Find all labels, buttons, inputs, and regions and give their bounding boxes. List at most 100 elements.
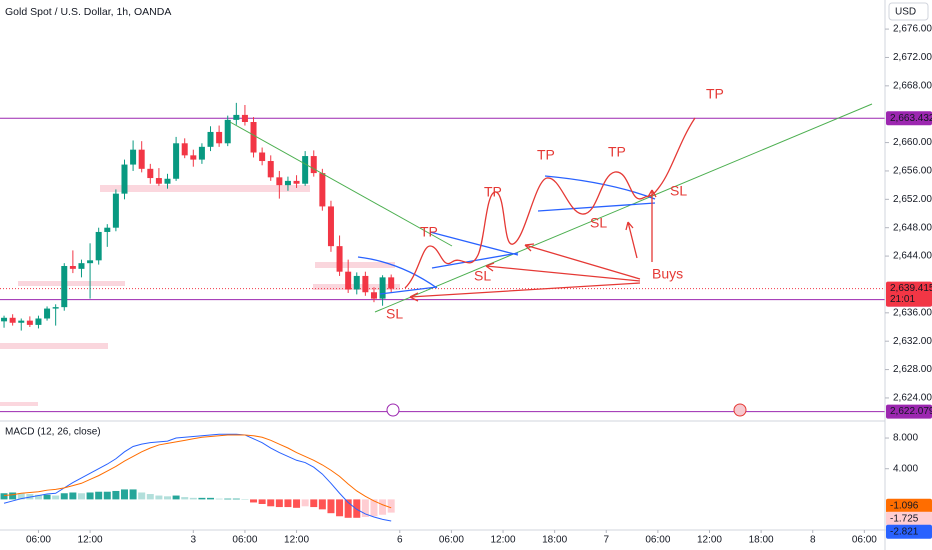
candle-body [250,122,257,153]
current-price-box [886,281,932,307]
trendline [374,103,873,313]
histogram-bar [370,499,378,517]
y-tick-label: 2,628.000 [893,364,932,375]
candle-body [198,146,205,160]
candle-body [388,277,395,289]
zone [100,185,310,192]
event-icon[interactable] [733,403,747,417]
histogram-bar [103,491,111,500]
zone [0,343,108,349]
last-value: -2.821 [890,526,919,537]
candle-body [173,143,180,179]
x-tick-label: 3 [191,535,197,546]
candle-body [87,260,94,264]
current-price: 2,639.415 [890,283,932,294]
histogram-bar [146,494,154,500]
candle-body [233,114,240,120]
candle-body [276,177,283,186]
y-tick-label: 2,636.000 [893,307,932,318]
candle-body [284,180,291,186]
candle-body [78,263,85,269]
histogram-bar [207,497,215,500]
level-label-box [886,111,932,126]
annotation: SL [590,215,607,231]
histogram-bar [189,497,197,500]
x-tick-label: 18:00 [749,535,774,546]
x-tick-label: 06:00 [645,535,670,546]
y-tick-label: 2,672.000 [893,52,932,63]
last-value-box [886,524,932,539]
level-label-box [886,404,932,419]
histogram-bar [172,495,180,500]
candle-body [190,155,197,160]
histogram-bar [258,499,266,504]
annotation: SL [670,183,687,199]
zone [18,281,125,286]
histogram-bar [60,493,68,500]
x-tick-label: 18:00 [542,535,567,546]
candle-body [293,180,300,184]
x-tick-label: 12:00 [78,535,103,546]
candle-body [336,246,343,272]
histogram-bar [9,492,17,500]
histogram-bar [301,499,309,507]
x-tick-label: 06:00 [26,535,51,546]
candle-body [259,152,266,162]
candle-body [164,178,171,184]
histogram-bar [69,492,77,500]
y-tick-label: 2,632.000 [893,336,932,347]
trendline [229,121,453,247]
annotation: SL [386,306,403,322]
candle-body [104,227,111,232]
zone [315,262,395,268]
histogram-bar [293,499,301,508]
triangle [537,175,656,212]
histogram-bar [232,498,240,500]
candle-body [327,206,334,247]
path-sketch [404,117,696,289]
candle-body [181,143,188,156]
histogram-bar [250,499,258,503]
histogram-bar [164,496,172,500]
candle-body [26,320,33,325]
histogram-bar [310,499,318,508]
y-tick-label: 2,676.000 [893,24,932,35]
axes: 2,676.000 2,672.000 2,668.000 2,660.000 2,65… [26,24,932,546]
candle-body [35,318,42,325]
arrow [409,189,657,302]
histogram-bar [181,497,189,500]
x-tick-label: 7 [603,535,609,546]
currency-button[interactable] [888,2,929,21]
candle-body [121,164,128,194]
y-tick-label: 2,624.000 [893,393,932,404]
x-tick-label: 06:00 [232,535,257,546]
last-value: -1.725 [890,513,919,524]
annotation: TP [484,184,502,200]
level-label: 2,622.079 [890,406,932,417]
y-tick-label: 2,652.000 [893,194,932,205]
annotation: TP [537,147,555,163]
last-value-box [886,498,932,513]
histogram-bar [34,494,42,500]
histogram-bar [327,499,335,514]
candle-body [69,266,76,269]
chart-title: Gold Spot / U.S. Dollar, 1h, OANDA [5,6,171,18]
y-tick-label: 8.000 [893,433,918,444]
annotation: TP [420,224,438,240]
candle-body [224,119,231,144]
event-icon[interactable] [386,403,400,417]
y-tick-label: 4.000 [893,463,918,474]
histogram-bar [318,499,326,510]
histogram-bar [77,493,85,500]
histogram-bar [0,493,8,500]
candle-body [44,308,51,319]
y-tick-label: 2,660.000 [893,137,932,148]
candle-body [362,275,369,293]
histogram-bar [129,489,137,500]
triangle [357,256,438,295]
candle-body [370,292,377,299]
candle-body [216,131,223,144]
histogram-bar [275,499,283,508]
histogram-bar [43,494,51,500]
level-label: 2,663.432 [890,113,932,124]
